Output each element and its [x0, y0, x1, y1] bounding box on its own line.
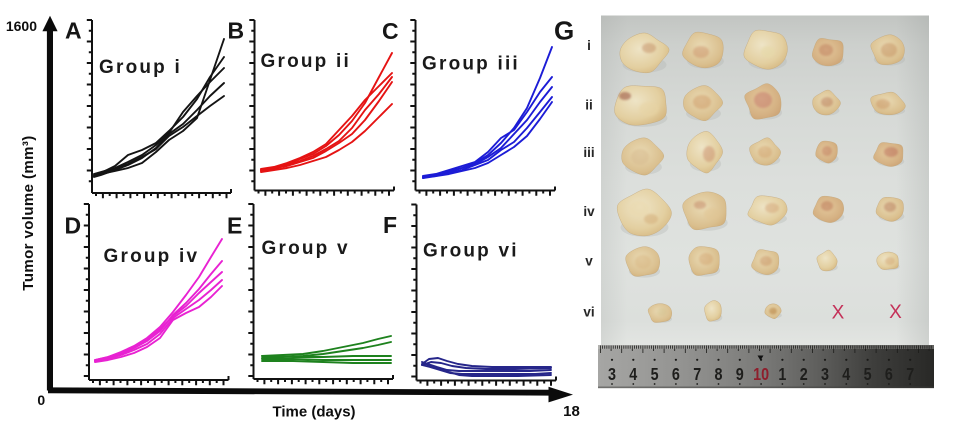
svg-text:ii: ii [585, 98, 593, 113]
svg-text:iv: iv [583, 204, 595, 219]
svg-text:5: 5 [864, 366, 872, 385]
svg-text:3: 3 [608, 366, 616, 385]
svg-text:6: 6 [885, 366, 893, 385]
svg-text:7: 7 [693, 366, 701, 385]
svg-text:7: 7 [906, 366, 914, 385]
svg-text:2: 2 [800, 366, 808, 385]
svg-text:6: 6 [672, 366, 680, 385]
svg-text:C: C [382, 18, 399, 44]
svg-text:Group ii: Group ii [261, 51, 351, 72]
svg-text:X: X [889, 302, 902, 323]
svg-text:4: 4 [842, 366, 850, 385]
svg-text:vi: vi [583, 305, 594, 320]
svg-text:Group v: Group v [262, 238, 350, 259]
svg-text:8: 8 [715, 366, 723, 385]
svg-text:A: A [65, 17, 82, 43]
svg-text:1: 1 [778, 366, 786, 385]
svg-text:Group iii: Group iii [422, 54, 520, 75]
svg-text:0: 0 [37, 392, 45, 408]
svg-text:Group vi: Group vi [423, 241, 519, 262]
svg-text:G: G [554, 16, 574, 46]
svg-text:18: 18 [563, 403, 580, 420]
svg-text:Group i: Group i [99, 57, 182, 78]
svg-text:D: D [65, 213, 82, 239]
svg-text:Time (days): Time (days) [272, 404, 355, 421]
svg-text:F: F [383, 212, 397, 238]
svg-text:X: X [832, 303, 845, 324]
svg-text:5: 5 [651, 366, 659, 385]
svg-text:i: i [587, 38, 591, 53]
svg-text:E: E [227, 213, 242, 239]
svg-text:iii: iii [583, 145, 594, 160]
svg-text:Group iv: Group iv [104, 246, 200, 267]
svg-text:9: 9 [736, 366, 744, 385]
svg-text:B: B [228, 18, 245, 44]
svg-text:4: 4 [629, 366, 637, 385]
svg-text:Tumor volume (mm³): Tumor volume (mm³) [20, 135, 37, 290]
svg-text:10: 10 [753, 366, 769, 385]
svg-text:v: v [585, 254, 593, 269]
svg-text:1600: 1600 [6, 18, 37, 34]
svg-text:3: 3 [821, 366, 829, 385]
